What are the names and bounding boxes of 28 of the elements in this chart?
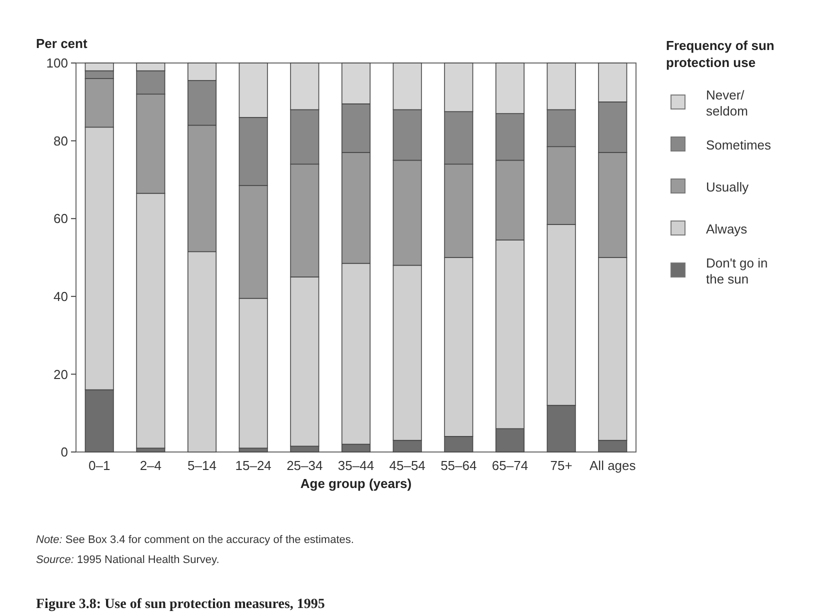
legend-label: Always — [706, 222, 748, 237]
y-tick-label: 20 — [54, 366, 68, 382]
text: Figure 3.8: Use of sun protection measures, 1995 — [36, 597, 325, 612]
legend-label: Usually — [706, 180, 750, 195]
x-tick-label: 0–1 — [88, 458, 110, 473]
x-tick-label: 15–24 — [235, 458, 272, 473]
x-tick-label: 35–44 — [338, 458, 374, 473]
x-tick-label: 5–14 — [188, 458, 216, 473]
x-tick-label: 55–64 — [440, 458, 477, 473]
y-tick-label: 40 — [54, 288, 68, 304]
source-note: Source: 1995 National Health Survey. — [36, 554, 220, 566]
legend-label: Sometimes — [706, 138, 772, 153]
y-tick-label: 80 — [54, 133, 68, 148]
x-tick-label: 45–54 — [389, 458, 426, 473]
x-axis-title: Age group (years) — [300, 476, 412, 491]
x-tick-label: 25–34 — [286, 458, 323, 473]
x-tick-label: 65–74 — [492, 458, 528, 473]
legend-title: Frequency of sun protection use — [666, 38, 774, 70]
text: Note: See Box 3.4 for comment on the accuracy of the estimates. — [36, 534, 354, 546]
x-tick-label: 2–4 — [140, 458, 162, 473]
legend-label: Never/ seldom — [706, 88, 748, 119]
legend-label: Don't go in the sun — [706, 256, 768, 287]
y-tick-label: 60 — [54, 211, 68, 226]
y-axis-title: Per cent — [36, 36, 88, 51]
x-tick-label: All ages — [590, 458, 636, 473]
y-tick-label: 0 — [60, 444, 68, 460]
y-tick-label: 100 — [46, 56, 68, 71]
x-tick-label: 75+ — [550, 458, 572, 473]
